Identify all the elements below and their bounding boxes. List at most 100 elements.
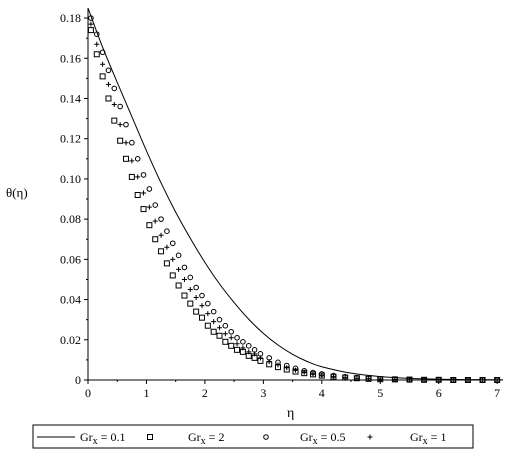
legend-label-value: = 0.5 xyxy=(318,430,346,444)
y-tick-label: 0.04 xyxy=(60,293,81,307)
data-point xyxy=(87,27,94,34)
data-point xyxy=(275,362,281,368)
data-point xyxy=(122,155,129,162)
y-tick-label: 0.14 xyxy=(60,91,81,105)
y-tick-label: 0.18 xyxy=(60,11,81,25)
x-tick-label: 1 xyxy=(143,386,149,400)
data-point xyxy=(129,139,135,146)
data-point xyxy=(158,232,164,238)
data-point xyxy=(205,311,211,317)
legend-box xyxy=(32,424,474,449)
y-ticks: 0 0.02 0.04 0.06 0.08 0.10 0.12 0.14 0.16 0.18 xyxy=(60,11,88,387)
data-point xyxy=(111,85,118,92)
data-point xyxy=(245,343,252,349)
legend-label-value: = 2 xyxy=(206,430,225,444)
data-point xyxy=(199,303,205,309)
y-tick-label: 0.10 xyxy=(60,172,81,186)
data-point xyxy=(210,328,217,335)
data-point xyxy=(146,222,153,229)
data-point xyxy=(88,15,94,21)
legend-label: Grx = 0.5 xyxy=(300,430,345,447)
data-point xyxy=(105,95,112,102)
data-point xyxy=(141,190,147,196)
legend-label-subscript: x xyxy=(423,436,428,447)
data-point xyxy=(205,300,211,307)
data-point xyxy=(216,332,223,339)
data-point xyxy=(204,322,211,329)
x-tick-label: 6 xyxy=(436,386,442,400)
data-point xyxy=(152,236,159,243)
data-point xyxy=(228,335,234,341)
x-axis-label: η xyxy=(287,406,294,421)
data-point xyxy=(129,158,135,164)
legend-label-value: = 0.1 xyxy=(98,430,126,444)
data-point xyxy=(319,372,325,378)
data-point xyxy=(99,73,106,80)
legend-entry: Grx = 0.1 xyxy=(37,430,125,447)
data-point xyxy=(175,282,182,289)
data-point xyxy=(257,355,263,361)
data-point xyxy=(158,216,164,222)
data-point xyxy=(117,137,124,144)
data-point xyxy=(187,287,193,293)
data-point xyxy=(135,174,141,180)
legend-entry: Grx = 0.5 xyxy=(263,430,345,447)
data-point xyxy=(284,365,290,371)
data-point xyxy=(193,295,199,301)
data-point xyxy=(134,192,141,199)
data-point xyxy=(93,31,100,37)
data-point xyxy=(181,292,188,299)
x-tick-label: 0 xyxy=(85,386,91,400)
legend-label-subscript: x xyxy=(313,436,318,447)
data-point xyxy=(310,371,316,377)
legend-label-subscript: x xyxy=(201,436,206,447)
legend-entry: Grx = 1 xyxy=(367,430,446,447)
data-point xyxy=(252,351,258,357)
series-0 xyxy=(87,7,504,381)
data-point xyxy=(211,319,217,325)
data-point xyxy=(217,325,223,331)
data-point xyxy=(392,376,398,382)
x-tick-label: 5 xyxy=(377,386,383,400)
y-tick-label: 0 xyxy=(75,373,81,387)
data-point xyxy=(342,374,348,380)
legend: Grx = 0.1 Grx = 2 Grx = 0.5 Grx = 1 xyxy=(32,424,474,449)
data-point xyxy=(93,51,100,58)
data-point xyxy=(140,206,147,213)
data-point xyxy=(210,308,217,315)
data-point xyxy=(117,122,123,128)
legend-label: Grx = 2 xyxy=(188,430,224,447)
data-point xyxy=(123,140,129,146)
data-point xyxy=(134,156,141,162)
data-point xyxy=(105,81,111,87)
data-point xyxy=(187,274,194,281)
data-point xyxy=(158,248,165,255)
y-tick-label: 0.06 xyxy=(60,252,81,266)
series-1 xyxy=(87,27,501,383)
data-point xyxy=(163,260,170,267)
legend-marker xyxy=(263,434,269,440)
data-point xyxy=(111,102,117,108)
legend-marker xyxy=(147,434,153,440)
data-point xyxy=(164,228,170,234)
data-point xyxy=(293,367,298,373)
data-point xyxy=(222,331,228,337)
data-point xyxy=(240,345,246,351)
data-point xyxy=(222,322,229,329)
data-point xyxy=(99,49,106,56)
data-point xyxy=(117,103,123,110)
data-point xyxy=(216,316,223,323)
data-point xyxy=(169,240,176,247)
legend-label-base: Gr xyxy=(188,430,201,444)
data-point xyxy=(169,272,176,279)
legend-label-base: Gr xyxy=(300,430,313,444)
data-point xyxy=(266,359,272,365)
data-point xyxy=(240,338,246,345)
data-point xyxy=(193,284,199,291)
y-tick-label: 0.16 xyxy=(60,51,81,65)
y-axis-label: θ(η) xyxy=(6,185,28,200)
legend-label-base: Gr xyxy=(410,430,423,444)
data-point xyxy=(176,266,182,272)
data-point xyxy=(105,67,112,74)
